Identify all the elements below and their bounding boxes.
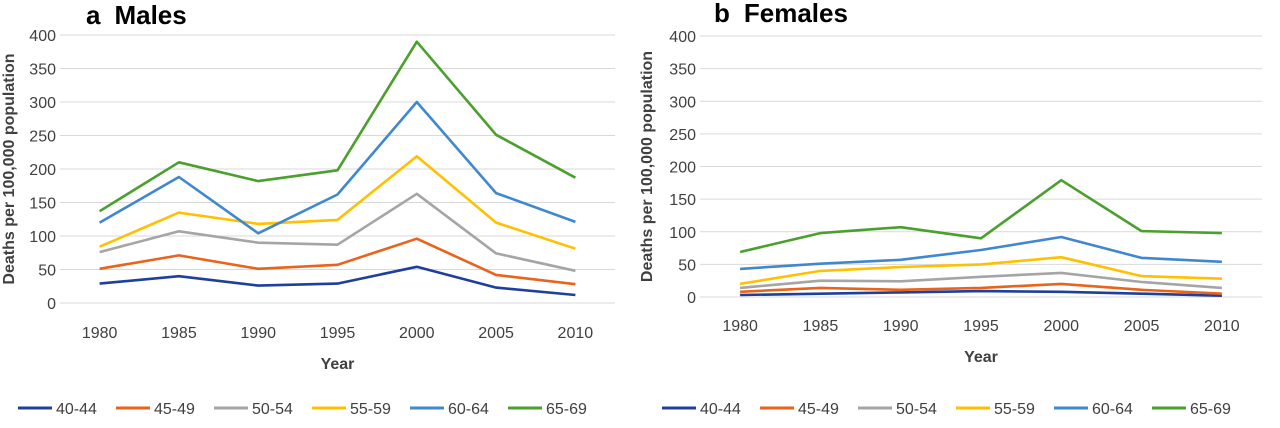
y-tick-label: 350 <box>669 62 696 79</box>
panel-title-text: Females <box>744 0 848 28</box>
x-tick-label: 2005 <box>1124 318 1160 335</box>
panel-title: a Males <box>86 0 187 30</box>
y-tick-label: 0 <box>687 290 696 307</box>
x-axis-title: Year <box>964 349 998 366</box>
panel-label: b <box>714 0 730 28</box>
y-axis-title: Deaths per 100,000 population <box>639 51 656 282</box>
series-line-45-49 <box>99 237 576 286</box>
series-line-45-49 <box>740 282 1222 295</box>
panel-title-text: Males <box>114 0 186 30</box>
legend-item: 40-44 <box>18 401 97 418</box>
legend: 40-44 45-49 50-54 55-59 60-64 65-69 <box>18 401 587 418</box>
y-tick-label: 400 <box>29 28 56 45</box>
y-tick-label: 100 <box>669 225 696 242</box>
legend-item: 55-59 <box>312 401 391 418</box>
y-tick-label: 300 <box>29 95 56 112</box>
y-tick-label: 50 <box>678 257 696 274</box>
series-line-60-64 <box>740 235 1222 271</box>
legend-item: 55-59 <box>956 401 1035 418</box>
legend-item: 65-69 <box>1152 401 1231 418</box>
series-line-55-59 <box>739 255 1222 286</box>
x-tick-label: 1990 <box>883 318 919 335</box>
series-line-40-44 <box>99 265 576 297</box>
legend-label: 40-44 <box>56 401 97 418</box>
x-tick-label: 1985 <box>803 318 839 335</box>
x-axis-title: Year <box>321 356 355 373</box>
y-tick-label: 250 <box>669 127 696 144</box>
x-tick-label: 2010 <box>1204 318 1240 335</box>
y-tick-label: 150 <box>669 192 696 209</box>
legend-item: 50-54 <box>858 401 937 418</box>
y-tick-label: 150 <box>29 196 56 213</box>
legend-item: 60-64 <box>1054 401 1133 418</box>
y-axis-title: Deaths per 100,000 population <box>1 53 18 284</box>
legend-label: 45-49 <box>154 401 195 418</box>
legend-label: 55-59 <box>350 401 391 418</box>
legend-item: 45-49 <box>116 401 195 418</box>
legend: 40-44 45-49 50-54 55-59 60-64 65-69 <box>662 401 1231 418</box>
x-tick-label: 1990 <box>240 325 276 342</box>
legend-label: 60-64 <box>448 401 489 418</box>
legend-label: 65-69 <box>1190 401 1231 418</box>
y-tick-label: 400 <box>669 29 696 46</box>
series-line-65-69 <box>98 40 577 213</box>
legend-label: 55-59 <box>994 401 1035 418</box>
legend-label: 40-44 <box>700 401 741 418</box>
x-tick-label: 2010 <box>558 325 594 342</box>
legend-label: 65-69 <box>546 401 587 418</box>
series-line-55-59 <box>99 155 576 250</box>
y-tick-label: 300 <box>669 94 696 111</box>
panel-males: a Males 0 50 100 150 200 250 300 350 400 1980 1985 19… <box>1 0 615 418</box>
x-tick-label: 1995 <box>963 318 999 335</box>
legend-item: 65-69 <box>508 401 587 418</box>
series-line-65-69 <box>739 178 1222 254</box>
series-line-40-44 <box>740 289 1222 297</box>
series-line-50-54 <box>99 192 576 273</box>
y-tick-label: 100 <box>29 229 56 246</box>
x-tick-label: 1995 <box>320 325 356 342</box>
y-tick-label: 0 <box>47 296 56 313</box>
y-tick-label: 200 <box>29 162 56 179</box>
series-line-60-64 <box>98 100 576 235</box>
panel-title: b Females <box>714 0 848 28</box>
legend-item: 45-49 <box>760 401 839 418</box>
x-tick-label: 1980 <box>82 325 118 342</box>
legend-label: 45-49 <box>798 401 839 418</box>
y-tick-label: 350 <box>29 62 56 79</box>
x-tick-label: 2005 <box>478 325 514 342</box>
x-tick-label: 2000 <box>399 325 435 342</box>
legend-item: 40-44 <box>662 401 741 418</box>
legend-item: 50-54 <box>214 401 293 418</box>
legend-label: 50-54 <box>896 401 937 418</box>
x-tick-label: 1985 <box>161 325 197 342</box>
series-line-50-54 <box>739 271 1222 290</box>
legend-label: 60-64 <box>1092 401 1133 418</box>
y-tick-label: 50 <box>38 263 56 280</box>
panel-label: a <box>86 0 101 30</box>
y-tick-label: 250 <box>29 129 56 146</box>
legend-item: 60-64 <box>410 401 489 418</box>
legend-label: 50-54 <box>252 401 293 418</box>
x-tick-label: 1980 <box>722 318 758 335</box>
x-tick-label: 2000 <box>1043 318 1079 335</box>
panel-females: b Females 0 50 100 150 200 250 300 350 400 1980 1985… <box>639 0 1262 418</box>
y-tick-label: 200 <box>669 160 696 177</box>
